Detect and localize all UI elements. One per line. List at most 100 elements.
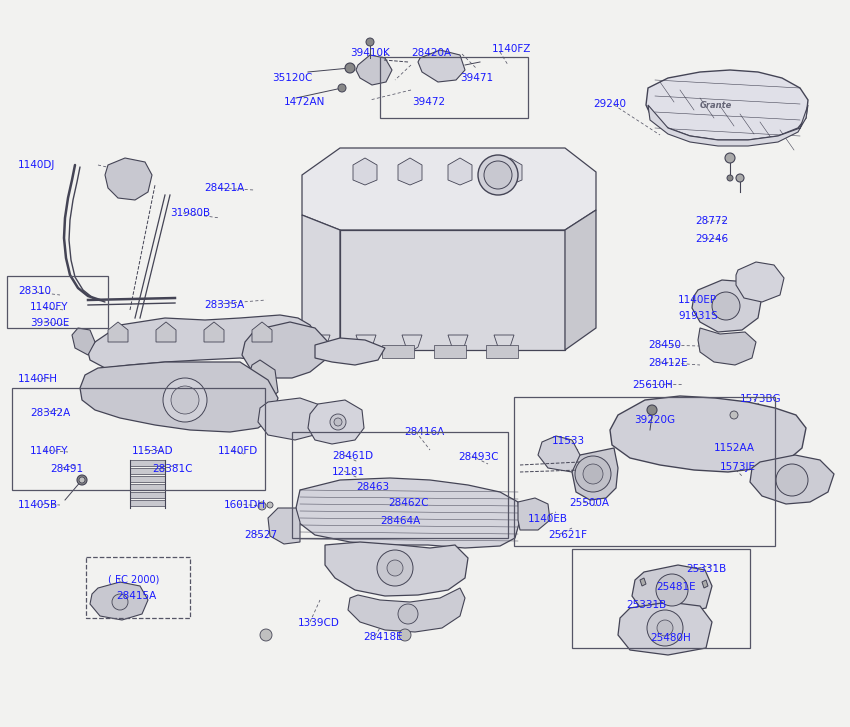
Text: 28461D: 28461D: [332, 451, 373, 461]
Text: 1140EB: 1140EB: [528, 514, 568, 524]
Polygon shape: [356, 335, 376, 351]
Text: 39472: 39472: [412, 97, 445, 107]
Circle shape: [77, 475, 87, 485]
Text: 25621F: 25621F: [548, 530, 587, 540]
Text: 31980B: 31980B: [170, 208, 210, 218]
Circle shape: [730, 411, 738, 419]
Polygon shape: [494, 335, 514, 351]
Polygon shape: [632, 565, 712, 615]
Text: 28450: 28450: [648, 340, 681, 350]
Circle shape: [657, 620, 673, 636]
Polygon shape: [348, 588, 465, 632]
Circle shape: [345, 63, 355, 73]
Polygon shape: [88, 315, 318, 368]
Text: 11405B: 11405B: [18, 500, 58, 510]
Text: 29240: 29240: [593, 99, 626, 109]
Circle shape: [776, 464, 808, 496]
Polygon shape: [448, 158, 472, 185]
Polygon shape: [382, 345, 414, 358]
Circle shape: [484, 161, 512, 189]
Circle shape: [258, 502, 266, 510]
Text: 1140FD: 1140FD: [218, 446, 258, 456]
Polygon shape: [130, 484, 165, 490]
Polygon shape: [308, 400, 364, 444]
Polygon shape: [736, 262, 784, 302]
Polygon shape: [402, 335, 422, 351]
Text: 28342A: 28342A: [30, 408, 71, 418]
Text: 11533: 11533: [552, 436, 585, 446]
Bar: [380, 57, 528, 118]
Polygon shape: [296, 478, 520, 548]
Bar: [7, 276, 108, 328]
Polygon shape: [130, 492, 165, 498]
Polygon shape: [252, 322, 272, 342]
Polygon shape: [498, 158, 522, 185]
Text: ( EC 2000): ( EC 2000): [108, 574, 159, 584]
Bar: [572, 549, 750, 648]
Text: 28493C: 28493C: [458, 452, 498, 462]
Circle shape: [267, 502, 273, 508]
Polygon shape: [258, 398, 328, 440]
Text: 25480H: 25480H: [650, 633, 691, 643]
Text: 1573JE: 1573JE: [720, 462, 756, 472]
Text: 1152AA: 1152AA: [714, 443, 755, 453]
Polygon shape: [330, 345, 362, 358]
Circle shape: [330, 414, 346, 430]
Polygon shape: [572, 448, 618, 500]
Text: 28420A: 28420A: [411, 48, 451, 58]
Polygon shape: [340, 230, 565, 350]
Text: 28415A: 28415A: [116, 591, 156, 601]
Polygon shape: [248, 360, 278, 400]
Text: 1472AN: 1472AN: [284, 97, 326, 107]
Polygon shape: [130, 460, 165, 466]
Text: 1140FZ: 1140FZ: [492, 44, 531, 54]
Polygon shape: [242, 322, 328, 378]
Text: 35120C: 35120C: [272, 73, 312, 83]
Circle shape: [366, 38, 374, 46]
Polygon shape: [356, 55, 392, 85]
Polygon shape: [268, 508, 300, 544]
Text: 25331B: 25331B: [686, 564, 726, 574]
Circle shape: [647, 405, 657, 415]
Text: 1140FY: 1140FY: [30, 446, 69, 456]
Polygon shape: [418, 50, 465, 82]
Text: 25331B: 25331B: [626, 600, 666, 610]
Text: 28418E: 28418E: [363, 632, 403, 642]
Polygon shape: [105, 158, 152, 200]
Text: 91931S: 91931S: [678, 311, 717, 321]
Text: 28421A: 28421A: [204, 183, 244, 193]
Circle shape: [338, 84, 346, 92]
Text: 29246: 29246: [695, 234, 728, 244]
Text: 1573BG: 1573BG: [740, 394, 782, 404]
Bar: [292, 432, 508, 538]
Polygon shape: [156, 322, 176, 342]
Polygon shape: [610, 396, 806, 472]
Text: 1140EP: 1140EP: [678, 295, 717, 305]
Circle shape: [398, 604, 418, 624]
Circle shape: [334, 418, 342, 426]
Circle shape: [736, 174, 744, 182]
Bar: [12, 388, 265, 490]
Polygon shape: [130, 476, 165, 482]
Text: 1140DJ: 1140DJ: [18, 160, 55, 170]
Polygon shape: [130, 500, 165, 506]
Circle shape: [656, 574, 688, 606]
Text: 28491: 28491: [50, 464, 83, 474]
Polygon shape: [486, 345, 518, 358]
Text: 1153AD: 1153AD: [132, 446, 173, 456]
Text: 25610H: 25610H: [632, 380, 672, 390]
Circle shape: [79, 477, 85, 483]
Text: 28772: 28772: [695, 216, 728, 226]
Polygon shape: [698, 328, 756, 365]
Polygon shape: [302, 148, 596, 230]
Circle shape: [260, 629, 272, 641]
Text: 39410K: 39410K: [350, 48, 390, 58]
Text: 28381C: 28381C: [152, 464, 192, 474]
Circle shape: [575, 456, 611, 492]
Circle shape: [171, 386, 199, 414]
Circle shape: [583, 464, 603, 484]
Polygon shape: [130, 468, 165, 474]
Polygon shape: [640, 578, 646, 586]
Polygon shape: [398, 158, 422, 185]
Polygon shape: [108, 322, 128, 342]
